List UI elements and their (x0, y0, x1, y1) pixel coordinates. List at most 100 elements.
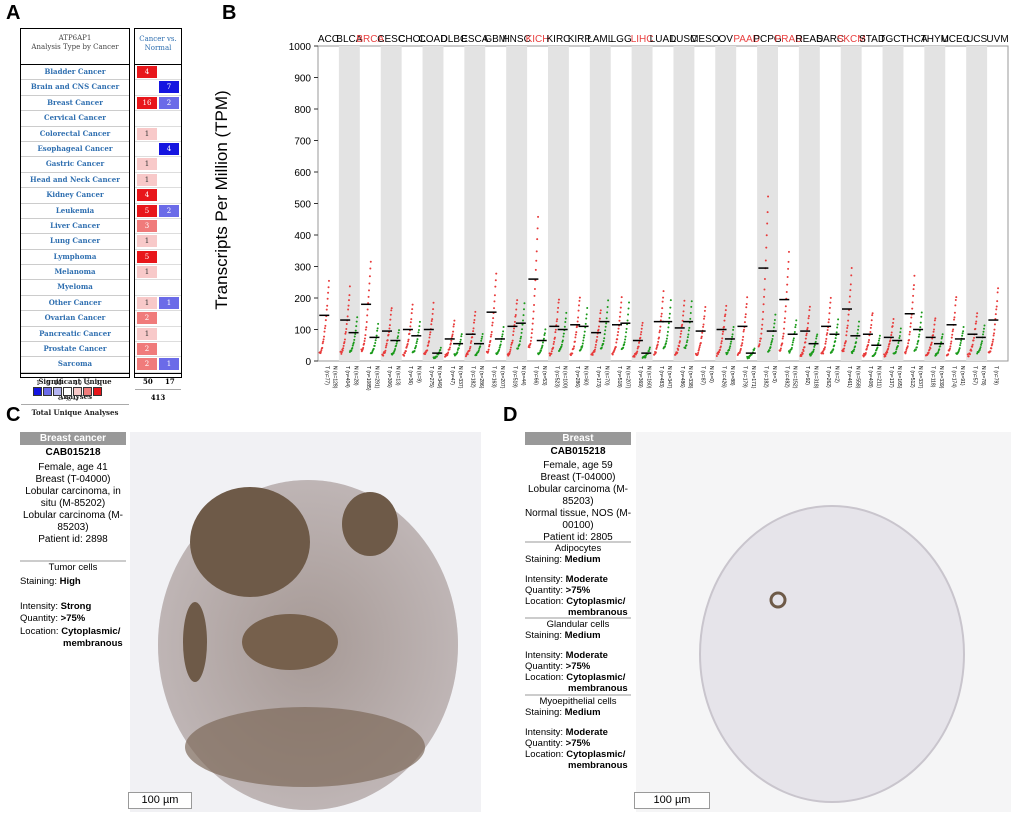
normal-point (501, 333, 504, 336)
cancer-type-row[interactable]: Other Cancer (21, 296, 129, 312)
tumor-point (932, 330, 935, 333)
cancer-type-row[interactable]: Prostate Cancer (21, 342, 129, 358)
tumor-point (532, 317, 535, 320)
tumor-point (682, 314, 685, 317)
normal-point (851, 352, 854, 355)
tumor-point (533, 294, 536, 297)
cancer-type-row[interactable]: Brain and CNS Cancer (21, 80, 129, 96)
normal-point (605, 317, 608, 320)
normal-point (753, 347, 756, 350)
normal-point (585, 313, 588, 316)
cancer-type-row[interactable]: Bladder Cancer (21, 65, 129, 81)
tumor-point (700, 335, 703, 338)
normal-point (667, 326, 670, 329)
tumor-point (951, 330, 954, 333)
group-band (548, 46, 569, 361)
c-nest-2 (342, 492, 398, 556)
tumor-count-label: T (n=369) (637, 366, 643, 388)
tumor-point (658, 336, 661, 339)
c-tissue-svg (158, 480, 458, 810)
tumor-point (596, 335, 599, 338)
d-intensity-value: Moderate (565, 574, 608, 585)
tumor-point (345, 328, 348, 331)
normal-point (498, 346, 501, 349)
tumor-point (408, 332, 411, 335)
d-staining: Staining: Medium (525, 630, 601, 641)
cancer-type-row[interactable]: Melanoma (21, 265, 129, 281)
cancer-type-row[interactable]: Kidney Cancer (21, 188, 129, 204)
tumor-point (955, 296, 958, 299)
tumor-point (369, 260, 372, 263)
group-band (422, 46, 444, 361)
normal-point (397, 335, 400, 338)
cancer-type-row[interactable]: Myeloma (21, 280, 129, 296)
cancer-type-row[interactable]: Liver Cancer (21, 219, 129, 235)
normal-point (622, 346, 625, 349)
tumor-point (994, 313, 997, 316)
tumor-point (850, 266, 853, 269)
c-location-value2: membranous (63, 638, 123, 649)
tumor-point (511, 341, 514, 344)
tumor-point (766, 211, 769, 214)
cancer-type-row[interactable]: Esophageal Cancer (21, 142, 129, 158)
d-quantity-value: >75% (565, 661, 591, 672)
tumor-point (703, 309, 706, 312)
cancer-type-row[interactable]: Lung Cancer (21, 234, 129, 250)
sig-down: 17 (165, 376, 175, 386)
tumor-point (782, 335, 785, 338)
tumor-point (530, 336, 533, 339)
tumor-count-label: T (n=118) (930, 366, 936, 388)
cancer-type-row[interactable]: Gastric Cancer (21, 157, 129, 173)
cancer-label: COAD (419, 34, 448, 45)
cancer-type-row[interactable]: Ovarian Cancer (21, 311, 129, 327)
tumor-point (908, 338, 911, 341)
normal-point (562, 332, 565, 335)
d-patient-info: Female, age 59 Breast (T-04000) Lobular ca… (522, 460, 634, 544)
tumor-point (491, 321, 494, 324)
tumor-point (953, 316, 956, 319)
normal-point (837, 318, 840, 321)
normal-point (539, 349, 542, 352)
cancer-type-row[interactable]: Leukemia (21, 204, 129, 219)
normal-point (521, 328, 524, 331)
tumor-point (641, 321, 644, 324)
tumor-point (641, 324, 644, 327)
d-staining: Staining: Medium (525, 707, 601, 718)
tumor-point (783, 317, 786, 320)
normal-count-label: N (n=318) (813, 366, 819, 389)
tumor-point (591, 353, 594, 356)
cancer-type-row[interactable]: Breast Cancer (21, 96, 129, 112)
d-tissue-svg (699, 505, 965, 803)
cancer-type-row[interactable]: Pancreatic Cancer (21, 327, 129, 343)
tumor-point (826, 332, 829, 335)
over-expression-cell: 1 (137, 127, 157, 140)
normal-point (664, 342, 667, 345)
cancer-type-row[interactable]: Head and Neck Cancer (21, 173, 129, 189)
normal-point (687, 333, 690, 336)
cancer-type-row[interactable]: Sarcoma (21, 357, 129, 373)
cancer-type-row[interactable]: Lymphoma (21, 250, 129, 266)
tumor-point (598, 317, 601, 320)
tumor-point (759, 340, 762, 343)
normal-point (791, 343, 794, 346)
d-quantity-value: >75% (565, 585, 591, 596)
tumor-point (764, 259, 767, 262)
tumor-point (611, 353, 614, 356)
value-row: 4 (135, 188, 181, 204)
cancer-type-row[interactable]: Cervical Cancer (21, 111, 129, 127)
tumor-point (447, 351, 450, 354)
tumor-point (724, 313, 727, 316)
normal-point (565, 311, 568, 314)
tumor-point (824, 342, 827, 345)
tumor-point (865, 347, 868, 350)
normal-point (355, 320, 358, 323)
normal-point (899, 327, 902, 330)
tumor-point (532, 310, 535, 313)
cancer-type-row[interactable]: Colorectal Cancer (21, 127, 129, 142)
tumor-point (930, 341, 933, 344)
tumor-point (660, 315, 663, 318)
tumor-point (599, 312, 602, 315)
legend-number: 10 (54, 380, 62, 387)
normal-point (625, 331, 628, 334)
tumor-point (365, 326, 368, 329)
